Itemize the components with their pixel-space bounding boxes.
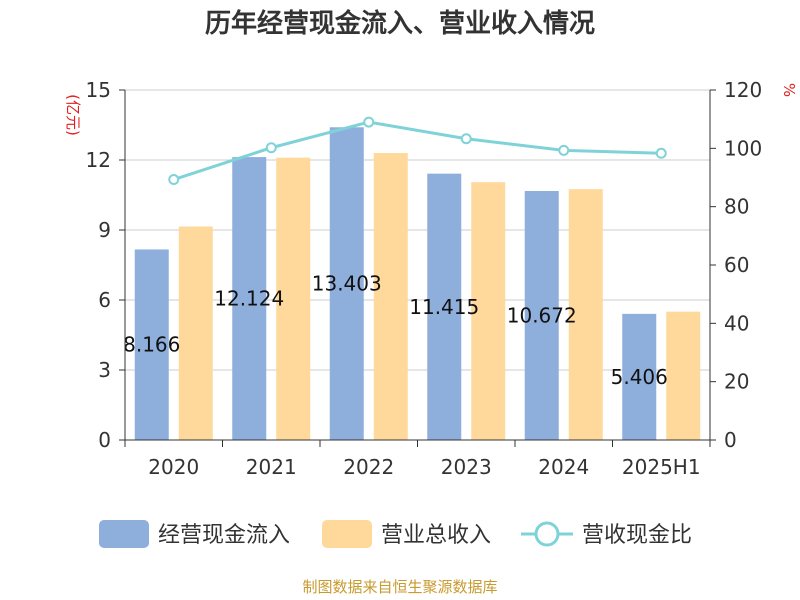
ratio-point [265,142,277,154]
legend-label-revenue: 营业总收入 [381,523,491,548]
legend-label-cash-inflow: 经营现金流入 [158,523,290,548]
y-left-tick-label: 6 [98,288,111,312]
y-right-tick-label: 80 [724,195,749,219]
bar-revenue [666,311,701,440]
data-label-cash-inflow: 10.672 [507,303,577,327]
data-label-cash-inflow: 11.415 [409,295,479,319]
y-right-tick-label: 40 [724,311,749,335]
bar-cash-inflow [232,157,267,440]
y-right-tick-label: 120 [724,78,762,102]
ratio-line-group [168,116,667,186]
data-label-cash-inflow: 8.166 [123,333,180,357]
x-tick-label: 2024 [538,455,589,479]
bar-cash-inflow [524,190,559,440]
grid-lines [125,89,710,371]
bar-revenue [373,153,408,440]
y-left-tick-label: 3 [98,358,111,382]
legend-swatch-revenue [322,520,372,548]
data-label-cash-inflow: 5.406 [611,365,668,389]
x-tick-label: 2020 [148,455,199,479]
x-tick-label: 2021 [246,455,297,479]
bar-cash-inflow [622,313,657,440]
ratio-point [655,147,667,159]
bar-revenue [276,157,311,440]
ratio-point [363,116,375,128]
y-right-tick-label: 60 [724,253,749,277]
y-left-unit-label: (亿元) [64,94,82,136]
y-left-tick-label: 9 [98,218,111,242]
y-left-tick-label: 15 [86,78,111,102]
y-right-tick-label: 20 [724,370,749,394]
legend-swatch-cash-inflow [99,520,149,548]
y-right-tick-label: 0 [724,428,737,452]
bar-revenue [471,182,506,440]
source-note: 制图数据来自恒生聚源数据库 [302,578,497,596]
ratio-point [168,174,180,186]
ratio-line [173,120,662,181]
bars-group [134,127,701,440]
legend-marker-ratio [534,521,560,547]
data-label-cash-inflow: 13.403 [312,272,382,296]
bar-revenue [178,226,213,440]
ratio-point [558,144,570,156]
legend-label-ratio: 营收现金比 [582,523,692,548]
bar-revenue [568,189,603,440]
y-right-unit-label: % [780,83,798,97]
x-tick-label: 2023 [441,455,492,479]
data-labels-group: 8.166 12.124 13.403 11.415 10.672 5.406 [123,272,668,389]
axes-group: 0 3 6 9 12 15 0 20 40 60 80 100 120 2020 2021 2022 2023 2… [86,78,763,479]
ratio-point [460,133,472,145]
chart-title: 历年经营现金流入、营业收入情况 [205,8,595,39]
x-tick-label: 2022 [343,455,394,479]
legend: 经营现金流入 营业总收入 营收现金比 [99,520,692,548]
y-right-tick-label: 100 [724,136,762,160]
bar-cash-inflow [134,249,169,440]
bar-cash-inflow [427,173,462,440]
y-left-tick-label: 12 [86,148,111,172]
bar-cash-inflow [329,127,364,440]
y-left-tick-label: 0 [98,428,111,452]
x-tick-label: 2025H1 [622,455,701,479]
data-label-cash-inflow: 12.124 [214,287,284,311]
